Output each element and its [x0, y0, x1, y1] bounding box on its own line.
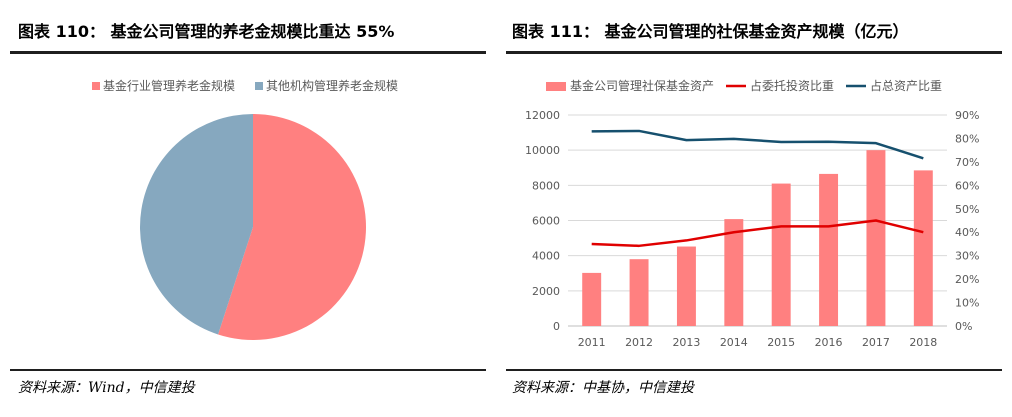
right-figure-title: 图表 111： 基金公司管理的社保基金资产规模（亿元） — [512, 22, 909, 41]
bar-2012 — [629, 259, 649, 326]
right-source-note: 资料来源：中基协，中信建投 — [512, 380, 694, 396]
y-right-tick-1: 10% — [955, 297, 979, 310]
left-bottom-rule — [10, 369, 486, 371]
bar-2018 — [913, 170, 933, 326]
bar-2017 — [866, 150, 886, 326]
bar-2015 — [771, 183, 791, 326]
legend-label-2: 占总资产比重 — [870, 78, 942, 93]
pie-slice-1 — [140, 114, 253, 335]
y-right-tick-3: 30% — [955, 250, 979, 263]
pie-slice-0 — [218, 114, 366, 341]
right-bottom-rule — [506, 369, 1002, 371]
combo-chart: 0 2000 4000 6000 8000 10000 12000 0% 10% 20% 30% 40… — [525, 78, 979, 349]
legend-swatch-0 — [546, 82, 566, 91]
x-tick-2014: 2014 — [720, 336, 748, 349]
y-left-tick-4: 8000 — [532, 179, 560, 192]
bar-2013 — [676, 246, 696, 326]
legend-swatch-0 — [92, 82, 100, 90]
legend-swatch-1 — [255, 82, 263, 90]
y-right-tick-4: 40% — [955, 226, 979, 239]
x-tick-2013: 2013 — [672, 336, 700, 349]
legend-label-1: 其他机构管理养老金规模 — [266, 78, 398, 93]
left-panel: 图表 110： 基金公司管理的养老金规模比重达 55% 基金行业管理养老金规模 其… — [0, 0, 486, 417]
y-left-tick-5: 10000 — [525, 144, 560, 157]
x-tick-2015: 2015 — [767, 336, 795, 349]
bar-2011 — [582, 272, 602, 326]
y-left-tick-3: 6000 — [532, 215, 560, 228]
left-top-rule — [10, 51, 486, 54]
line-series-2 — [591, 129, 924, 160]
y-right-tick-7: 70% — [955, 156, 979, 169]
x-tick-2011: 2011 — [578, 336, 606, 349]
x-tick-2016: 2016 — [815, 336, 843, 349]
y-right-tick-2: 20% — [955, 273, 979, 286]
y-left-tick-2: 4000 — [532, 250, 560, 263]
pie-chart: 基金行业管理养老金规模 其他机构管理养老金规模 — [92, 78, 398, 341]
legend-label-0: 基金行业管理养老金规模 — [103, 78, 235, 93]
y-left-tick-6: 12000 — [525, 109, 560, 122]
right-top-rule — [506, 51, 1002, 54]
line-series-1 — [591, 219, 924, 248]
bar-2016 — [819, 173, 839, 326]
y-right-tick-6: 60% — [955, 179, 979, 192]
right-panel: 图表 111： 基金公司管理的社保基金资产规模（亿元） 0 2000 4000 600… — [506, 0, 1012, 417]
x-tick-2012: 2012 — [625, 336, 653, 349]
legend-label-0: 基金公司管理社保基金资产 — [570, 78, 714, 93]
left-source-note: 资料来源：Wind，中信建投 — [18, 380, 195, 396]
x-tick-2018: 2018 — [909, 336, 937, 349]
y-left-tick-1: 2000 — [532, 285, 560, 298]
left-figure-title: 图表 110： 基金公司管理的养老金规模比重达 55% — [18, 22, 395, 41]
y-right-tick-5: 50% — [955, 203, 979, 216]
y-right-tick-8: 80% — [955, 132, 979, 145]
x-tick-2017: 2017 — [862, 336, 890, 349]
y-right-tick-0: 0% — [955, 320, 972, 333]
legend-label-1: 占委托投资比重 — [750, 78, 834, 93]
y-right-tick-9: 90% — [955, 109, 979, 122]
bar-2014 — [724, 219, 744, 326]
y-left-tick-0: 0 — [553, 320, 560, 333]
